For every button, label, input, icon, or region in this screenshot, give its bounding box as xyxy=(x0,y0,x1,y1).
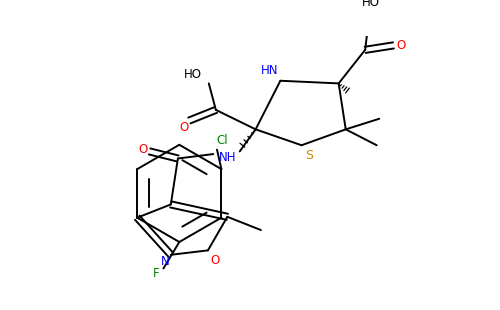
Text: N: N xyxy=(161,255,170,268)
Text: F: F xyxy=(153,267,160,280)
Text: NH: NH xyxy=(218,151,236,164)
Text: HN: HN xyxy=(261,64,278,77)
Text: HO: HO xyxy=(362,0,380,9)
Text: S: S xyxy=(304,149,312,162)
Text: HO: HO xyxy=(184,68,202,81)
Text: O: O xyxy=(138,143,147,156)
Text: O: O xyxy=(180,121,188,134)
Text: O: O xyxy=(396,39,405,52)
Text: O: O xyxy=(210,255,220,268)
Text: Cl: Cl xyxy=(216,134,228,147)
